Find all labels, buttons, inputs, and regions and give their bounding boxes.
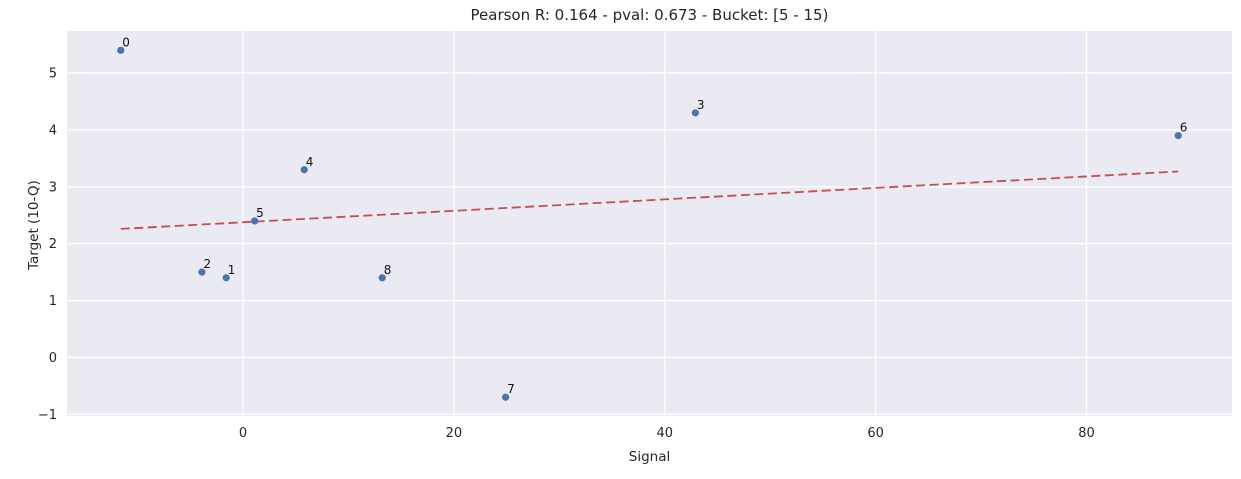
point-label-8: 8 — [384, 263, 392, 277]
x-tick-label: 0 — [239, 426, 247, 441]
data-point-1 — [222, 274, 230, 282]
data-point-6 — [1174, 132, 1182, 140]
y-tick-label: 2 — [49, 237, 57, 252]
point-label-1: 1 — [228, 263, 236, 277]
plot-background — [67, 31, 1232, 416]
x-tick-label: 20 — [446, 426, 463, 441]
chart-title: Pearson R: 0.164 - pval: 0.673 - Bucket:… — [470, 6, 829, 24]
y-tick-label: 1 — [49, 294, 57, 309]
point-label-5: 5 — [256, 206, 264, 220]
x-axis-label: Signal — [628, 449, 671, 465]
y-tick-label: 5 — [49, 67, 57, 82]
data-point-7 — [501, 393, 510, 401]
point-label-2: 2 — [203, 257, 211, 271]
data-point-5 — [251, 217, 259, 225]
data-point-0 — [117, 46, 125, 54]
point-label-0: 0 — [122, 35, 130, 49]
y-tick-label: −1 — [38, 408, 57, 423]
y-axis-label: Target (10-Q) — [26, 180, 42, 270]
point-label-3: 3 — [697, 98, 705, 112]
point-label-4: 4 — [306, 155, 314, 169]
y-tick-label: 3 — [49, 180, 57, 195]
point-label-7: 7 — [507, 382, 515, 396]
x-tick-label: 80 — [1078, 426, 1095, 441]
x-tick-label: 40 — [657, 426, 674, 441]
y-tick-label: 0 — [49, 351, 57, 366]
data-point-4 — [300, 166, 308, 174]
data-point-8 — [378, 274, 386, 282]
x-tick-label: 60 — [867, 426, 884, 441]
trend-line — [120, 170, 1179, 230]
point-label-6: 6 — [1180, 121, 1188, 135]
data-point-2 — [198, 268, 206, 276]
data-point-3 — [691, 109, 699, 117]
y-tick-label: 4 — [49, 123, 57, 138]
